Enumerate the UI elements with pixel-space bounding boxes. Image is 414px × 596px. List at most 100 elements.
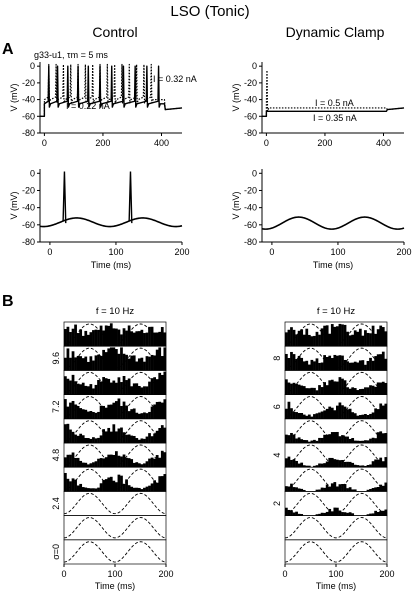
series-label: I = 0.22 nA bbox=[66, 101, 110, 111]
histogram-bar bbox=[107, 325, 111, 347]
histogram-bar bbox=[369, 438, 372, 443]
y-axis-label: V (mV) bbox=[9, 83, 19, 111]
trace-dotted bbox=[40, 63, 183, 117]
histogram-bar bbox=[132, 355, 136, 371]
histogram-bar bbox=[76, 485, 80, 492]
histogram-bar bbox=[328, 380, 332, 395]
histogram-bar bbox=[297, 488, 301, 492]
histogram-bar bbox=[328, 355, 332, 371]
histogram-title: f = 10 Hz bbox=[96, 306, 135, 317]
histogram-bar bbox=[86, 464, 90, 468]
histogram-bar bbox=[143, 438, 146, 443]
histogram-bar bbox=[353, 464, 357, 468]
histogram-bar bbox=[297, 330, 301, 347]
histogram-bar bbox=[297, 355, 301, 371]
histogram-bar bbox=[305, 360, 309, 371]
histogram-bar bbox=[109, 382, 113, 395]
histogram-bar bbox=[351, 489, 355, 492]
x-tick-label: 200 bbox=[379, 569, 394, 579]
histogram-bar bbox=[374, 386, 377, 395]
histogram-bar bbox=[346, 361, 349, 371]
y-tick-label: -20 bbox=[22, 78, 35, 88]
histogram-bar bbox=[341, 378, 344, 395]
histogram-bar bbox=[285, 486, 288, 492]
membrane-trace bbox=[261, 216, 405, 230]
histogram-bar bbox=[130, 459, 134, 468]
histogram-bar bbox=[155, 349, 159, 371]
histogram-bar bbox=[92, 488, 95, 492]
histogram-bar bbox=[310, 359, 314, 371]
histogram-bar bbox=[310, 440, 314, 443]
histogram-bar bbox=[117, 474, 121, 492]
histogram-bar bbox=[320, 328, 324, 347]
histogram-bar bbox=[97, 487, 100, 492]
histogram-bar bbox=[356, 440, 360, 443]
histogram-bar bbox=[295, 487, 298, 492]
histogram-bar bbox=[76, 355, 80, 371]
histogram-bar bbox=[81, 462, 85, 468]
histogram-bar bbox=[333, 354, 337, 371]
panel-label-a: A bbox=[2, 41, 14, 58]
histogram-bar bbox=[122, 454, 126, 468]
histogram-bar bbox=[364, 465, 367, 468]
histogram-bar bbox=[89, 356, 93, 371]
histogram-bar bbox=[348, 461, 352, 468]
histogram-bar bbox=[325, 408, 329, 419]
histogram-bar bbox=[125, 457, 128, 468]
histogram-bar bbox=[348, 487, 352, 492]
histogram-bar bbox=[64, 472, 67, 492]
histogram-bar bbox=[66, 478, 70, 492]
histogram-bar bbox=[69, 429, 72, 443]
histogram-bar bbox=[71, 374, 75, 395]
histogram-bar bbox=[122, 483, 126, 492]
histogram-bar bbox=[130, 486, 134, 492]
histogram-bar bbox=[330, 483, 334, 492]
histogram-bar bbox=[160, 327, 164, 347]
histogram-bar bbox=[318, 334, 321, 347]
histogram-row-frame bbox=[63, 515, 167, 541]
histogram-bar bbox=[94, 461, 98, 468]
histogram-bar bbox=[379, 457, 383, 468]
histogram-bar bbox=[290, 483, 293, 492]
histogram-bar bbox=[330, 511, 334, 516]
histogram-bar bbox=[143, 412, 146, 419]
histogram-bar bbox=[150, 436, 154, 443]
histogram-bar bbox=[371, 461, 375, 468]
histogram-bar bbox=[104, 352, 108, 371]
histogram-bar bbox=[140, 329, 144, 347]
histogram-title: f = 10 Hz bbox=[317, 306, 356, 317]
histogram-bar bbox=[137, 413, 141, 419]
histogram-bar bbox=[84, 462, 88, 468]
histogram-bar bbox=[343, 461, 347, 468]
histogram-bar bbox=[336, 355, 339, 371]
histogram-bar bbox=[127, 434, 131, 443]
histogram-bar bbox=[302, 361, 306, 371]
histogram-bar bbox=[358, 415, 362, 419]
dynamic-clamp-histogram-stack: f = 10 Hz 2 4 6 8 0 100 200 Time (ms) bbox=[272, 306, 395, 591]
histogram-bar bbox=[287, 486, 291, 492]
histogram-bar bbox=[155, 332, 159, 347]
x-tick-label: 400 bbox=[376, 138, 391, 148]
histogram-bar bbox=[69, 380, 72, 395]
y-tick-label: -40 bbox=[22, 95, 35, 105]
histogram-bar bbox=[135, 361, 139, 371]
histogram-bar bbox=[351, 462, 355, 468]
histogram-bar bbox=[153, 332, 156, 347]
row-label: 4 bbox=[272, 453, 282, 458]
histogram-bar bbox=[79, 433, 83, 443]
histogram-bar bbox=[74, 357, 77, 371]
histogram-bar bbox=[69, 357, 72, 371]
histogram-bar bbox=[320, 362, 324, 371]
y-tick-label: -20 bbox=[244, 185, 257, 195]
histogram-bar bbox=[323, 355, 326, 371]
histogram-bar bbox=[315, 514, 319, 516]
histogram-bar bbox=[79, 329, 83, 347]
x-tick-label: 0 bbox=[42, 138, 47, 148]
histogram-bar bbox=[323, 463, 326, 468]
histogram-bar bbox=[112, 380, 116, 395]
histogram-bar bbox=[74, 457, 77, 468]
histogram-bar bbox=[333, 482, 337, 492]
histogram-bar bbox=[109, 454, 113, 468]
histogram-bar bbox=[66, 454, 70, 468]
histogram-bar bbox=[379, 510, 383, 516]
